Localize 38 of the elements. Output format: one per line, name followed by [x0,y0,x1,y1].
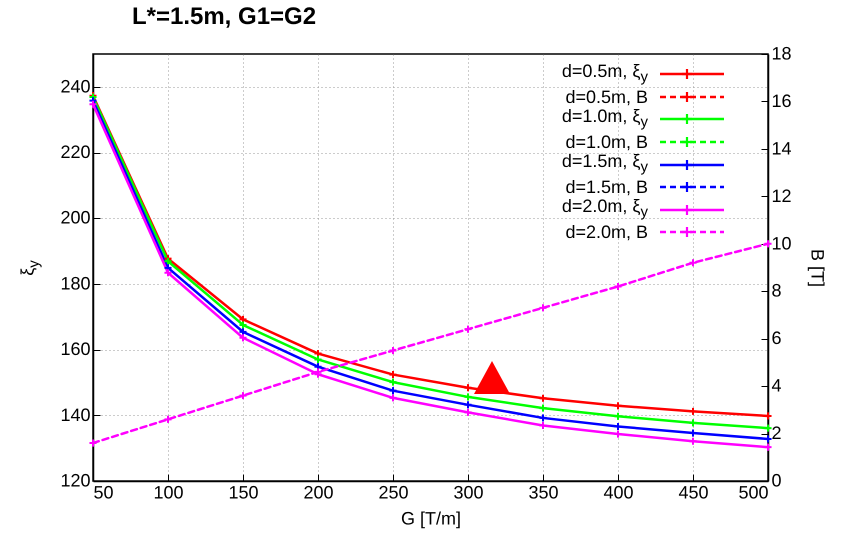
legend-label: d=1.5m, ξ$_{y}$ [562,151,648,176]
legend-label: d=1.5m, B [565,176,648,199]
x-tick-label: 400 [603,482,634,502]
y-tick-label: 180 [60,273,90,294]
x-tick-label: 150 [228,482,259,502]
x-tick-label: 450 [678,482,709,502]
y2-tick-label: 16 [772,90,792,111]
y2-tick-label: 8 [772,280,782,301]
chart-title: L*=1.5m, G1=G2 [132,3,316,30]
x-tick-label: 500 [738,482,768,502]
x-tick-label: 200 [303,482,334,502]
x-tick-label: 100 [153,482,184,502]
y2-axis-title: B [T] [808,248,828,288]
y2-tick-label: 2 [772,423,782,444]
legend-label: d=2.0m, B [565,221,648,244]
y-tick-label: 160 [60,339,90,360]
x-tick-label: 350 [528,482,559,502]
y-tick-label: 240 [60,76,90,96]
legend-label: d=1.0m, ξ$_{y}$ [562,106,648,130]
legend-label: d=1.0m, B [565,130,648,154]
y2-tick-label: 14 [772,138,792,158]
legend-label: d=2.0m, ξ$_{y}$ [562,196,648,221]
y2-tick-label: 0 [772,470,782,490]
y-tick-label: 140 [60,404,90,425]
y-tick-label: 220 [60,142,90,162]
x-axis-title: G [T/m] [401,508,461,528]
y2-tick-label: 4 [772,376,782,396]
y2-tick-label: 10 [772,233,792,254]
y2-tick-label: 12 [772,186,792,206]
y-tick-label: 200 [60,208,90,228]
legend-label: d=0.5m, B [565,86,648,108]
y2-tick-label: 6 [772,328,782,348]
y-tick-label: 120 [60,470,90,490]
y2-tick-label: 18 [772,44,792,64]
legend-label: d=0.5m, ξ$_{y}$ [562,60,648,86]
x-tick-label: 300 [453,482,484,502]
x-tick-label: 50 [94,482,114,502]
x-tick-label: 250 [378,482,409,502]
